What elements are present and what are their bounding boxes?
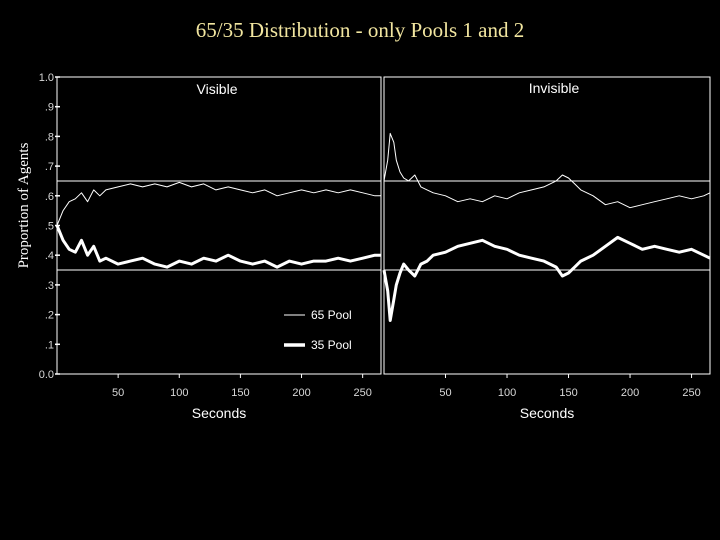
x-tick-label: 100 — [170, 387, 188, 399]
legend-label-35-pool: 35 Pool — [311, 338, 352, 352]
y-tick-label: .1 — [45, 339, 54, 351]
panel-label-invisible: Invisible — [529, 80, 580, 96]
x-tick-label: 250 — [353, 387, 371, 399]
x-tick-label: 250 — [682, 387, 700, 399]
panel-label-visible: Visible — [197, 81, 238, 97]
series-35-pool-invisible — [382, 235, 711, 322]
y-tick-label: .8 — [45, 131, 54, 143]
x-tick-label: 100 — [498, 387, 516, 399]
y-tick-label: .7 — [45, 161, 54, 173]
x-tick-label: 50 — [439, 387, 451, 399]
series-35-pool-visible — [55, 224, 381, 269]
x-tick-label: 200 — [292, 387, 310, 399]
y-tick-label: .4 — [45, 250, 54, 262]
y-tick-label: 0.0 — [39, 369, 54, 381]
panel-frame-1 — [56, 76, 382, 375]
y-axis-label: Proportion of Agents — [16, 142, 32, 268]
y-tick-label: .5 — [45, 221, 54, 233]
series-65-pool-invisible — [383, 132, 711, 209]
y-tick-label: .2 — [45, 310, 54, 322]
x-axis-label-visible: Seconds — [192, 405, 246, 421]
y-tick-label: .6 — [45, 191, 54, 203]
x-tick-label: 150 — [559, 387, 577, 399]
panel-frame-2 — [383, 76, 711, 375]
y-tick-label: .3 — [45, 280, 54, 292]
slide-title: 65/35 Distribution - only Pools 1 and 2 — [195, 18, 525, 42]
x-tick-label: 150 — [231, 387, 249, 399]
y-tick-label: 1.0 — [39, 72, 54, 84]
legend-label-65-pool: 65 Pool — [311, 308, 352, 322]
x-tick-label: 200 — [621, 387, 639, 399]
x-tick-label: 50 — [112, 387, 124, 399]
y-tick-label: .9 — [45, 102, 54, 114]
x-axis-label-invisible: Seconds — [520, 405, 574, 421]
series-65-pool-visible — [56, 181, 381, 226]
